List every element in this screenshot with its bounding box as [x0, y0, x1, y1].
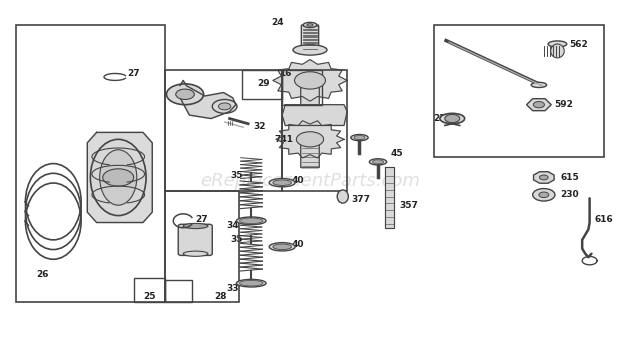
Text: 40: 40: [291, 176, 304, 185]
Bar: [242, 70, 282, 100]
Text: 33: 33: [226, 284, 239, 293]
FancyBboxPatch shape: [178, 224, 212, 255]
Text: 45: 45: [391, 149, 403, 158]
Bar: [282, 70, 322, 105]
Ellipse shape: [370, 159, 387, 165]
Text: 35: 35: [231, 171, 243, 180]
Ellipse shape: [273, 180, 291, 185]
Ellipse shape: [548, 41, 567, 47]
Ellipse shape: [440, 113, 464, 124]
Bar: [16, 25, 165, 302]
Ellipse shape: [354, 135, 365, 140]
Bar: [434, 25, 604, 157]
FancyBboxPatch shape: [301, 25, 319, 50]
Ellipse shape: [269, 179, 295, 187]
Text: 377: 377: [352, 196, 371, 205]
Polygon shape: [87, 132, 153, 222]
Ellipse shape: [273, 244, 291, 250]
Polygon shape: [180, 80, 236, 119]
Ellipse shape: [337, 190, 348, 203]
Text: 27: 27: [195, 215, 208, 223]
Polygon shape: [276, 121, 344, 158]
Ellipse shape: [239, 218, 263, 223]
Ellipse shape: [373, 160, 384, 164]
Text: 741: 741: [274, 135, 293, 144]
Circle shape: [539, 175, 548, 180]
FancyBboxPatch shape: [301, 140, 319, 168]
Ellipse shape: [551, 44, 564, 58]
Text: 592: 592: [554, 100, 573, 109]
Text: 28: 28: [214, 292, 226, 301]
Polygon shape: [282, 105, 347, 126]
Polygon shape: [386, 167, 394, 228]
Text: 35: 35: [231, 235, 243, 244]
Circle shape: [296, 132, 324, 147]
Circle shape: [445, 114, 459, 123]
Bar: [165, 191, 239, 302]
Text: 25: 25: [143, 292, 156, 301]
Circle shape: [294, 72, 326, 89]
Bar: [165, 280, 192, 302]
Text: 562: 562: [570, 40, 588, 48]
Text: 40: 40: [291, 239, 304, 248]
Text: eReplacementParts.com: eReplacementParts.com: [200, 172, 420, 190]
Polygon shape: [273, 60, 347, 101]
Circle shape: [167, 84, 203, 105]
Ellipse shape: [183, 223, 208, 229]
Circle shape: [533, 189, 555, 201]
FancyBboxPatch shape: [301, 81, 319, 105]
Ellipse shape: [183, 251, 208, 256]
Text: 32: 32: [253, 122, 265, 130]
Circle shape: [103, 169, 134, 186]
Circle shape: [539, 192, 549, 198]
Ellipse shape: [307, 24, 313, 26]
Ellipse shape: [293, 45, 327, 55]
Ellipse shape: [236, 279, 266, 287]
Ellipse shape: [303, 22, 317, 27]
Circle shape: [175, 89, 194, 100]
Text: 615: 615: [560, 173, 579, 182]
Text: 16: 16: [279, 69, 291, 78]
Text: 27: 27: [127, 69, 140, 78]
Text: 616: 616: [595, 215, 613, 223]
Text: 227: 227: [433, 114, 453, 123]
Ellipse shape: [236, 217, 266, 224]
Bar: [165, 70, 282, 191]
Ellipse shape: [91, 139, 146, 216]
Text: 24: 24: [272, 18, 284, 27]
Bar: [282, 70, 347, 191]
Ellipse shape: [531, 82, 547, 87]
Text: 29: 29: [257, 79, 270, 88]
Ellipse shape: [100, 150, 137, 205]
Text: 26: 26: [37, 270, 49, 279]
Text: 34: 34: [226, 221, 239, 230]
Text: 357: 357: [399, 201, 419, 210]
Bar: [134, 278, 165, 302]
Ellipse shape: [239, 280, 263, 286]
Circle shape: [218, 103, 231, 110]
Text: 230: 230: [560, 190, 579, 199]
Ellipse shape: [269, 243, 295, 251]
Circle shape: [212, 100, 237, 113]
Circle shape: [533, 102, 544, 108]
Ellipse shape: [351, 134, 368, 141]
